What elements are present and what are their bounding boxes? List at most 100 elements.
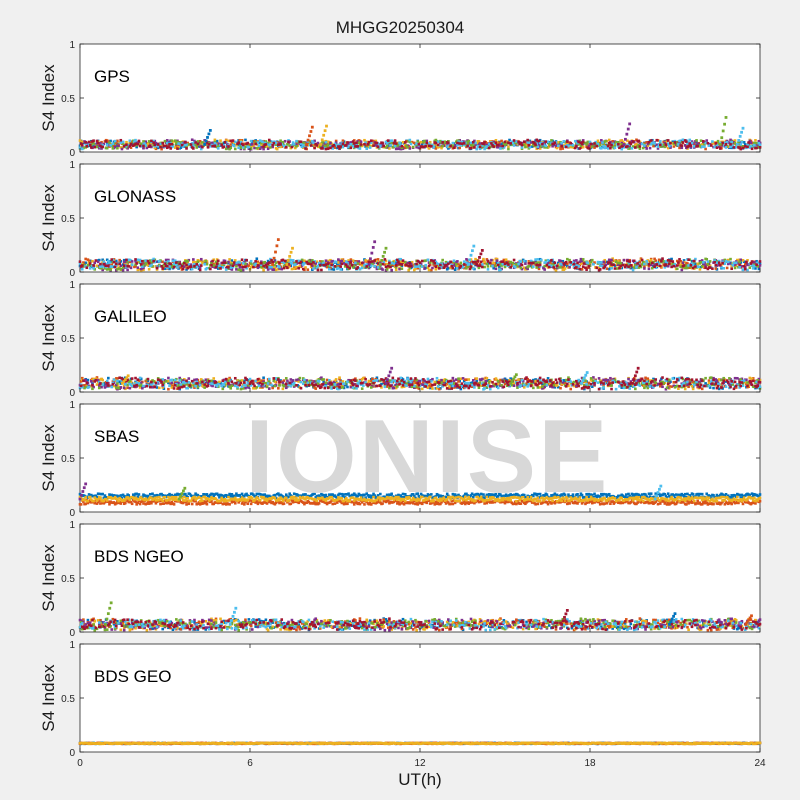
data-point [185,147,188,150]
data-point [247,264,251,267]
data-point [420,259,424,263]
data-point [580,267,584,271]
data-point [415,145,418,149]
data-point [295,144,298,148]
data-point [430,268,433,272]
data-point [334,139,338,143]
data-point [498,141,501,145]
data-point [385,268,389,271]
data-point [547,263,551,267]
data-point [742,260,746,264]
data-point [733,376,737,380]
data-point [424,259,427,262]
peak-point [479,252,483,256]
data-point [258,386,262,389]
data-point [175,261,178,264]
data-point [400,263,404,266]
data-point [92,385,95,389]
data-point [111,147,115,150]
data-point [593,142,596,145]
data-point [290,381,294,384]
data-point [467,378,471,381]
data-point [400,146,404,150]
data-point [406,146,409,149]
data-point [193,262,196,266]
data-point [314,387,318,390]
data-point [705,257,709,261]
data-point [422,383,425,386]
data-point [121,268,125,272]
data-point [238,379,242,383]
data-point [194,260,197,264]
data-point [222,145,226,149]
peak-point [319,143,323,146]
data-point [475,147,478,151]
data-point [218,380,221,384]
data-point [527,264,531,268]
data-point [729,257,732,261]
data-point [646,142,650,146]
data-point [94,377,98,381]
data-point [299,142,303,145]
data-point [199,378,203,381]
data-point [355,260,358,263]
data-point [297,266,301,270]
data-point [126,386,129,390]
data-point [543,264,546,268]
data-point [198,266,202,269]
data-point [546,262,550,265]
peak-point [207,132,211,136]
data-point [171,145,175,148]
data-point [589,142,593,146]
data-point [267,265,271,269]
data-point [364,141,367,145]
data-point [397,260,400,264]
data-point [238,263,242,267]
data-point [142,268,145,272]
data-point [756,383,760,386]
data-point [126,268,129,272]
data-point [721,260,724,264]
data-point [363,142,366,146]
data-point [577,140,580,144]
data-point [167,376,170,380]
data-point [356,140,359,143]
data-point [663,266,667,269]
data-point [712,376,715,380]
data-point [301,267,305,271]
data-point [687,140,690,144]
data-point [317,143,321,147]
data-point [632,259,636,263]
data-point [305,379,308,382]
data-point [702,140,705,143]
data-point [318,260,322,263]
data-point [663,145,667,149]
data-point [627,263,630,267]
data-point [262,264,265,268]
data-point [172,265,176,269]
data-point [687,144,690,148]
data-point [560,144,563,148]
data-point [593,146,596,149]
data-point [213,138,217,142]
data-point [481,263,484,266]
data-point [575,266,578,269]
data-point [196,259,200,262]
data-point [359,140,363,143]
data-point [721,261,724,265]
data-point [323,144,327,148]
data-point [282,264,286,268]
data-point [733,263,737,266]
data-point [385,142,389,145]
peak-point [472,244,476,248]
data-point [686,142,689,146]
data-point [657,258,661,262]
data-point [278,265,281,269]
data-point [281,387,285,391]
data-point [105,142,109,145]
data-point [162,264,166,267]
data-point [474,143,477,146]
data-point [82,384,85,387]
data-point [305,260,308,264]
data-point [388,259,391,263]
